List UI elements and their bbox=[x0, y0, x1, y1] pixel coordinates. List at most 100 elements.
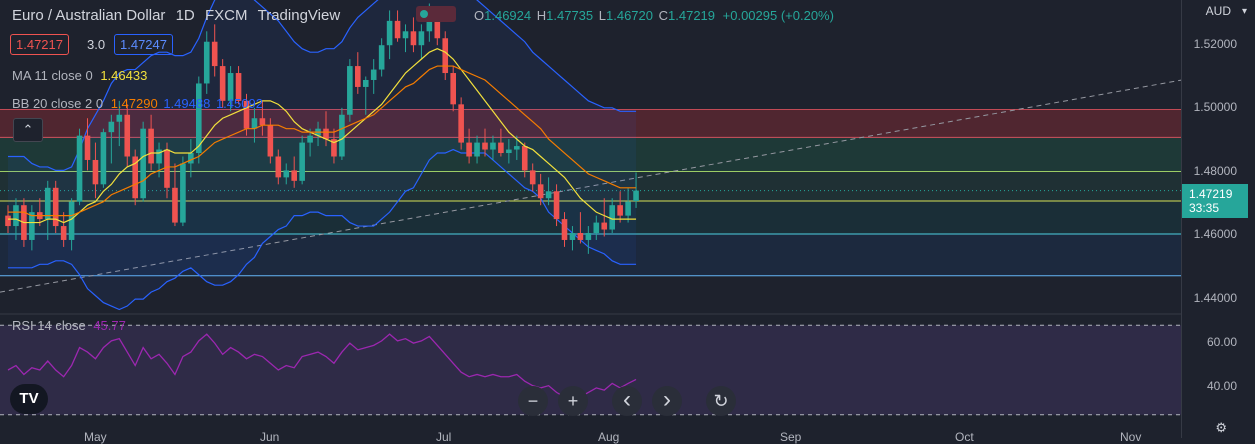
collapse-legend-button[interactable]: ⌃ bbox=[13, 118, 43, 142]
price-chart-canvas[interactable] bbox=[0, 0, 1182, 438]
candle-body bbox=[156, 149, 162, 164]
candle bbox=[227, 66, 234, 112]
candle bbox=[442, 31, 449, 80]
candle-body bbox=[68, 201, 75, 240]
candle bbox=[370, 59, 377, 94]
month-label: Jun bbox=[260, 430, 280, 444]
trend-line bbox=[0, 79, 1182, 293]
sell-button[interactable]: 1.47217 bbox=[10, 34, 69, 55]
rsi-pane bbox=[0, 313, 1182, 416]
candle-body bbox=[124, 114, 131, 157]
rsi-legend[interactable]: RSI 14 close 45.77 bbox=[12, 318, 126, 333]
reset-chart-button[interactable]: ↻ bbox=[706, 386, 736, 416]
candle bbox=[378, 38, 385, 77]
logo-text: TV bbox=[19, 390, 39, 407]
candle bbox=[585, 226, 592, 254]
candle-body bbox=[386, 20, 393, 46]
chevron-down-icon: ▾ bbox=[1241, 6, 1247, 17]
plus-icon: + bbox=[567, 391, 579, 411]
candle-body bbox=[203, 41, 210, 84]
status-dot-icon bbox=[420, 10, 428, 18]
bb-label: BB 20 close 2 0 bbox=[12, 96, 104, 111]
candle-body bbox=[196, 83, 202, 154]
candle-body bbox=[402, 31, 409, 39]
candle-body bbox=[426, 17, 433, 32]
candle-body bbox=[585, 233, 592, 240]
open-value: 1.46924 bbox=[484, 8, 532, 23]
candle bbox=[44, 180, 51, 240]
candle bbox=[196, 76, 202, 164]
candle-body bbox=[140, 128, 146, 199]
candle-body bbox=[633, 190, 639, 202]
settings-gear-icon[interactable]: ⚙ bbox=[1215, 420, 1227, 435]
candle-body bbox=[434, 17, 441, 39]
candle bbox=[490, 135, 496, 160]
month-label: Aug bbox=[598, 430, 620, 444]
candle bbox=[601, 198, 608, 237]
candle-body bbox=[84, 135, 91, 160]
candle bbox=[355, 52, 361, 94]
candle-body bbox=[617, 205, 623, 216]
candle-body bbox=[553, 191, 560, 220]
candle bbox=[609, 198, 615, 234]
tradingview-logo[interactable]: TV bbox=[10, 384, 48, 414]
reset-icon: ↻ bbox=[713, 391, 729, 411]
close-value: 1.47219 bbox=[668, 8, 716, 23]
candle bbox=[52, 180, 59, 234]
candle bbox=[180, 156, 186, 227]
zoom-out-button[interactable]: − bbox=[518, 386, 548, 416]
candle bbox=[211, 24, 218, 77]
candle bbox=[84, 118, 91, 171]
chevron-up-icon: ⌃ bbox=[22, 122, 34, 137]
bb-basis-value: 1.47290 bbox=[110, 96, 158, 111]
candle bbox=[410, 17, 417, 53]
candle bbox=[474, 135, 480, 164]
candle-body bbox=[100, 132, 107, 185]
candle-body bbox=[164, 149, 170, 188]
last-price: 1.47219 bbox=[1189, 187, 1233, 201]
scroll-right-button[interactable]: › bbox=[652, 386, 682, 416]
candle-body bbox=[13, 205, 19, 227]
ma-value: 1.46433 bbox=[100, 68, 148, 83]
candle-body bbox=[593, 222, 600, 234]
candle bbox=[466, 128, 472, 164]
candle bbox=[307, 128, 313, 157]
candle bbox=[482, 128, 488, 157]
candle-body bbox=[211, 41, 218, 67]
candle bbox=[529, 163, 536, 192]
zoom-in-button[interactable]: + bbox=[558, 386, 588, 416]
symbol-legend[interactable]: Euro / Australian Dollar 1D FXCM Trading… bbox=[12, 7, 340, 24]
candle-body bbox=[243, 100, 250, 129]
candle-body bbox=[466, 142, 472, 157]
candle-body bbox=[347, 66, 353, 115]
candle bbox=[140, 121, 146, 202]
candle bbox=[418, 24, 425, 60]
buy-button[interactable]: 1.47247 bbox=[114, 34, 173, 55]
candle-body bbox=[458, 104, 464, 143]
candle-body bbox=[60, 226, 67, 240]
month-label: Jul bbox=[436, 430, 452, 444]
candle-body bbox=[506, 149, 512, 154]
candle bbox=[593, 215, 600, 240]
candle-body bbox=[521, 146, 528, 171]
month-label: May bbox=[84, 430, 107, 444]
bb-legend[interactable]: BB 20 close 2 0 1.47290 1.49488 1.45092 bbox=[12, 96, 263, 111]
candle bbox=[259, 100, 266, 136]
rsi-value: 45.77 bbox=[93, 318, 126, 333]
candle-body bbox=[275, 156, 282, 178]
candle-body bbox=[537, 184, 544, 199]
candle bbox=[506, 139, 512, 164]
time-axis[interactable]: May Jun Jul Aug Sep Oct Nov bbox=[0, 428, 1182, 444]
bar-countdown: 33:35 bbox=[1189, 201, 1220, 215]
candle bbox=[625, 187, 631, 223]
ma-legend[interactable]: MA 11 close 0 1.46433 bbox=[12, 68, 147, 83]
rsi-label: RSI 14 close bbox=[12, 318, 86, 333]
candle-body bbox=[625, 201, 631, 216]
scroll-left-button[interactable]: ‹ bbox=[612, 386, 642, 416]
price-axis[interactable]: AUD ▾ 1.52000 1.50000 1.48000 1.46000 1.… bbox=[1181, 0, 1255, 438]
candle bbox=[188, 139, 194, 178]
candle bbox=[521, 142, 528, 178]
symbol-name: Euro / Australian Dollar bbox=[12, 7, 166, 24]
market-status-indicator[interactable] bbox=[416, 6, 456, 22]
candle-body bbox=[116, 114, 123, 122]
